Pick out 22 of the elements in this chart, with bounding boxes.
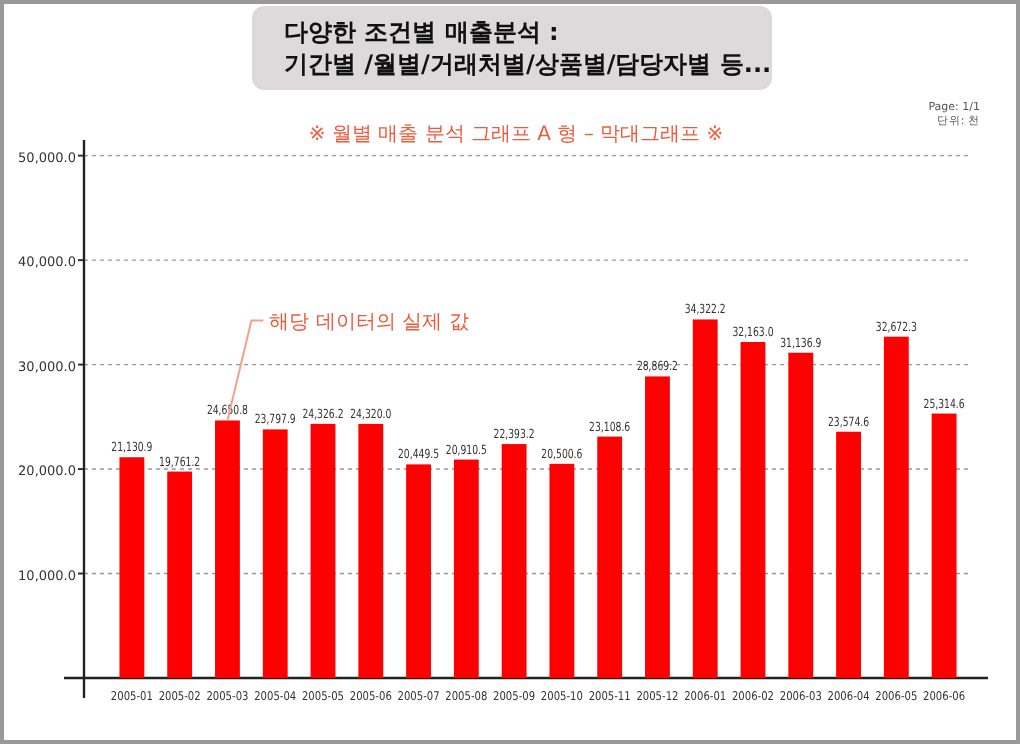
bar [883, 336, 909, 678]
title: 다양한 조건별 매출분석 : 기간별 /월별/거래처별/상품별/담당자별 등... [252, 6, 772, 90]
bar [788, 352, 814, 678]
bar [931, 413, 957, 678]
bar [692, 319, 718, 678]
bar [215, 420, 240, 678]
bar [836, 431, 861, 678]
bar [501, 444, 527, 678]
bar [310, 423, 336, 678]
bar [119, 457, 145, 678]
bar [406, 464, 431, 678]
bar [740, 342, 766, 678]
bar [453, 459, 479, 678]
bar [262, 429, 288, 678]
bar [549, 463, 575, 678]
chart-title: 다양한 조건별 매출분석 : 기간별 /월별/거래처별/상품별/담당자별 등... [284, 18, 772, 78]
subtitle: ※ 월별 매출 분석 그래프 A 형 – 막대그래프 ※ [308, 124, 724, 146]
annotation: 해당 데이터의 실제 값 [269, 312, 469, 335]
bar [358, 423, 384, 678]
bar [645, 376, 670, 678]
bar [167, 471, 193, 678]
bar [597, 436, 623, 678]
